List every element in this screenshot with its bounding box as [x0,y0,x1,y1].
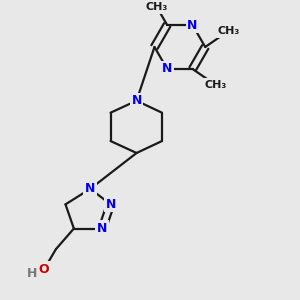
Text: N: N [131,94,142,107]
Text: N: N [105,198,116,211]
Text: CH₃: CH₃ [217,26,239,36]
Text: H: H [27,267,37,280]
Text: N: N [162,62,172,76]
Text: CH₃: CH₃ [146,2,168,12]
Text: N: N [188,19,198,32]
Text: CH₃: CH₃ [204,80,227,90]
Text: N: N [97,222,107,235]
Text: N: N [85,182,95,195]
Text: O: O [39,263,49,276]
